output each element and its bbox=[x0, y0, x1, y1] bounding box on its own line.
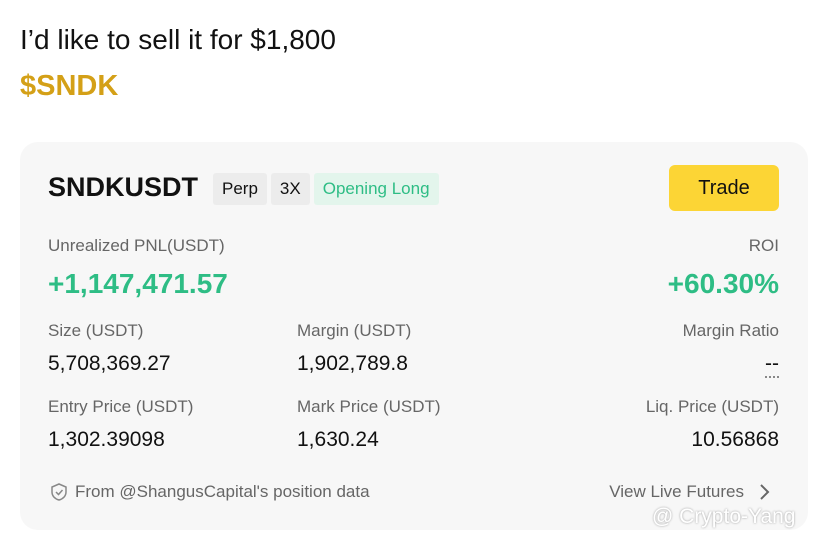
field-value: 5,708,369.27 bbox=[48, 352, 171, 375]
field-label: Mark Price (USDT) bbox=[297, 397, 441, 416]
field-label: Margin (USDT) bbox=[297, 321, 412, 340]
field-label: Margin Ratio bbox=[682, 321, 779, 340]
position-card: SNDKUSDT Perp 3X Opening Long Trade Unreal… bbox=[20, 142, 808, 530]
ticker[interactable]: $SNDK bbox=[20, 70, 119, 102]
pnl-label: Unrealized PNL(USDT) bbox=[48, 236, 225, 255]
field-value: 1,302.39098 bbox=[48, 428, 165, 451]
post-text: I’d like to sell it for $1,800 bbox=[20, 24, 336, 55]
live-link[interactable]: View Live Futures bbox=[609, 482, 744, 501]
shield-icon bbox=[51, 483, 67, 501]
field-value: -- bbox=[765, 352, 779, 378]
field-value: 1,902,789.8 bbox=[297, 352, 408, 375]
roi-label: ROI bbox=[748, 236, 779, 255]
tag: 3X bbox=[270, 173, 310, 205]
source: From @ShangusCapital's position data bbox=[75, 482, 370, 501]
tag: Opening Long bbox=[313, 173, 439, 205]
trade-button[interactable]: Trade bbox=[669, 165, 779, 211]
pnl: +1,147,471.57 bbox=[48, 268, 228, 299]
watermark: @ Crypto-Yang bbox=[652, 505, 796, 528]
tags: Perp 3X Opening Long bbox=[213, 173, 443, 205]
field-value: 10.56868 bbox=[691, 428, 779, 451]
symbol: SNDKUSDT bbox=[48, 172, 199, 202]
tag: Perp bbox=[213, 173, 267, 205]
roi: +60.30% bbox=[667, 268, 779, 299]
field-label: Size (USDT) bbox=[48, 321, 144, 340]
field-value: 1,630.24 bbox=[297, 428, 379, 451]
field-label: Entry Price (USDT) bbox=[48, 397, 194, 416]
field-label: Liq. Price (USDT) bbox=[645, 397, 779, 416]
chevron bbox=[760, 484, 770, 500]
